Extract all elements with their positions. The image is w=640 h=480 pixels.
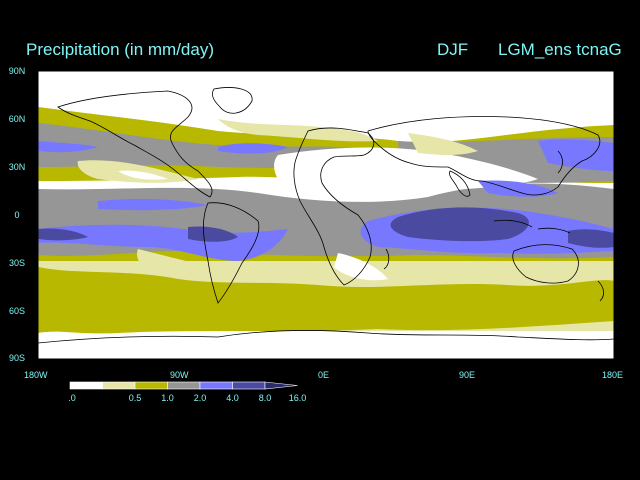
legend-label: 2.0 bbox=[194, 393, 207, 403]
run-label: LGM_ens tcnaG bbox=[498, 40, 622, 59]
lat-label-60n: 60N bbox=[8, 114, 26, 124]
legend-swatch bbox=[167, 381, 201, 390]
season-label: DJF bbox=[437, 40, 469, 59]
lon-label-180w: 180W bbox=[24, 370, 48, 380]
legend-swatch-arrow bbox=[264, 381, 298, 390]
map-title: Precipitation (in mm/day) bbox=[26, 40, 215, 59]
precipitation-map bbox=[38, 71, 614, 359]
coastlines bbox=[38, 87, 614, 344]
lat-label-90n: 90N bbox=[8, 66, 26, 76]
lon-label-0e: 0E bbox=[318, 370, 330, 380]
lat-label-30s: 30S bbox=[8, 258, 25, 268]
legend-label: 8.0 bbox=[259, 393, 272, 403]
legend-label: 16.0 bbox=[289, 393, 307, 403]
legend-swatch bbox=[199, 381, 233, 390]
lon-label-90e: 90E bbox=[459, 370, 476, 380]
legend-label: 0.5 bbox=[129, 393, 142, 403]
lat-label-90s: 90S bbox=[8, 353, 25, 363]
lon-label-90w: 90W bbox=[170, 370, 189, 380]
lat-label-0: 0 bbox=[14, 210, 20, 220]
lat-label-30n: 30N bbox=[8, 162, 26, 172]
legend-swatch bbox=[232, 381, 266, 390]
color-legend: .0 0.5 1.0 2.0 4.0 8.0 16.0 bbox=[68, 381, 307, 403]
legend-label: 4.0 bbox=[226, 393, 239, 403]
legend-swatch bbox=[102, 381, 136, 390]
legend-swatch bbox=[134, 381, 168, 390]
lat-label-60s: 60S bbox=[8, 306, 25, 316]
lon-label-180e: 180E bbox=[602, 370, 624, 380]
legend-label: 1.0 bbox=[161, 393, 174, 403]
legend-label: .0 bbox=[68, 393, 76, 403]
legend-swatch bbox=[69, 381, 103, 390]
